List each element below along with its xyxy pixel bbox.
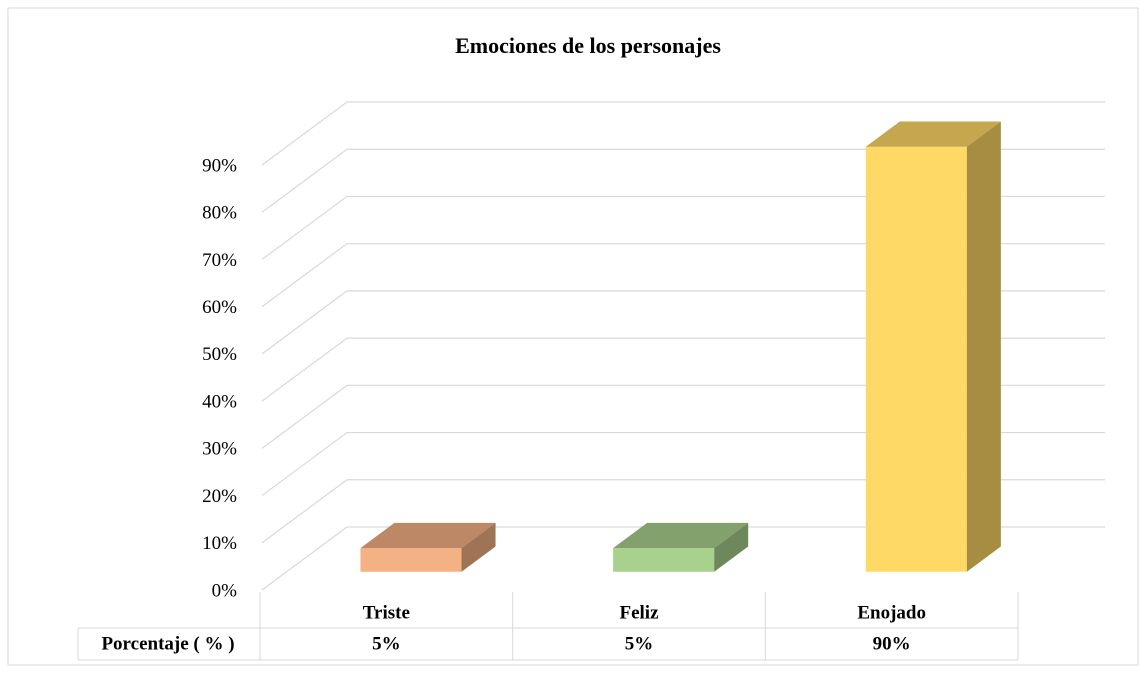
grid-line <box>261 290 1105 355</box>
x-tick-label: Enojado <box>857 602 926 623</box>
bar-front <box>865 146 967 572</box>
grid-line <box>261 243 1105 308</box>
bar-top <box>360 522 496 549</box>
y-tick-label: 20% <box>202 486 237 507</box>
bar-top <box>613 522 749 549</box>
table-value: 5% <box>625 633 654 654</box>
bar-side <box>461 522 496 572</box>
grid-line <box>261 479 1105 544</box>
table-value: 90% <box>873 633 911 654</box>
y-tick-label: 40% <box>202 391 237 412</box>
table-row-label: Porcentaje ( % ) <box>101 633 234 654</box>
y-tick-label: 0% <box>212 580 238 601</box>
grid-line <box>261 526 1105 591</box>
bar-front <box>360 548 462 572</box>
y-tick-label: 10% <box>202 533 237 554</box>
y-tick-label: 50% <box>202 344 237 365</box>
bar-top <box>865 121 1001 147</box>
grid-line <box>261 101 1105 166</box>
x-tick-label: Feliz <box>619 602 659 623</box>
grid-line <box>261 384 1105 449</box>
data-table <box>77 627 1018 661</box>
y-tick-label: 90% <box>202 155 237 176</box>
y-tick-label: 80% <box>202 203 237 224</box>
table-value: 5% <box>372 633 401 654</box>
y-tick-label: 30% <box>202 439 237 460</box>
grid-line <box>261 431 1105 497</box>
bar-front <box>613 548 715 572</box>
bar-side <box>966 121 1001 572</box>
grid-line <box>261 195 1105 260</box>
x-tick-label: Triste <box>363 602 410 623</box>
grid-line <box>261 148 1105 213</box>
y-tick-label: 60% <box>202 297 237 318</box>
y-tick-label: 70% <box>202 250 237 271</box>
bar-side <box>714 522 749 572</box>
grid-line <box>261 337 1105 402</box>
chart-title: Emociones de los personajes <box>455 33 721 58</box>
